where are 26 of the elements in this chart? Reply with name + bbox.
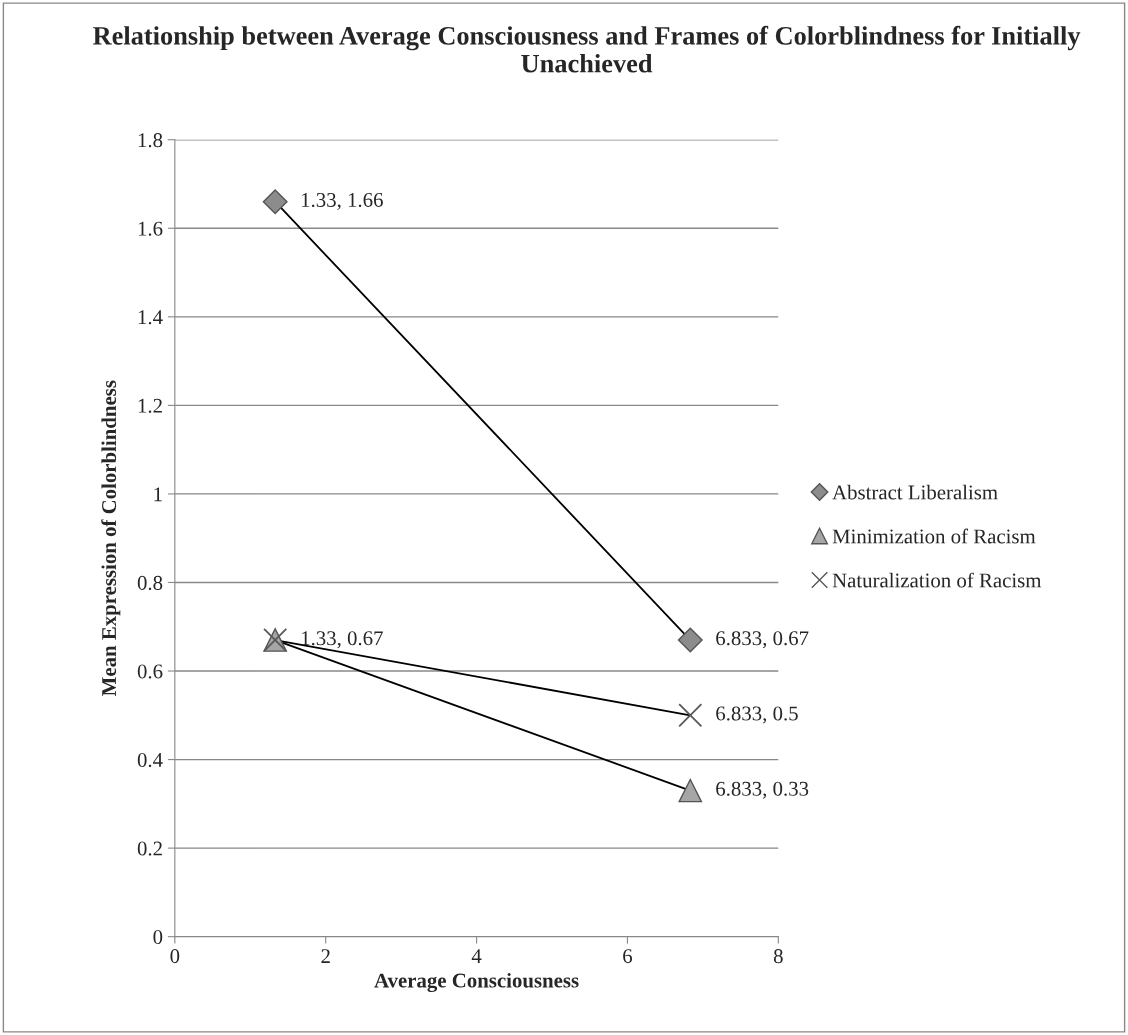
data-label: 1.33, 1.66 <box>302 192 383 210</box>
x-tick-label: 8 <box>773 949 783 964</box>
legend-label: Minimization of Racism <box>832 528 1036 544</box>
y-tick-label: 0.8 <box>137 575 163 590</box>
y-tick-label: 0 <box>153 930 163 945</box>
y-tick-label: 1.8 <box>138 133 163 148</box>
y-tick-label: 0.2 <box>137 841 162 856</box>
y-tick-label: 1.4 <box>138 310 163 325</box>
data-label: 1.33, 0.67 <box>302 631 383 649</box>
y-tick-label: 1.2 <box>138 398 162 413</box>
y-axis-title: Mean Expression of Colorblindness <box>101 380 121 696</box>
legend-label: Abstract Liberalism <box>832 484 998 500</box>
x-tick-label: 6 <box>623 949 633 964</box>
x-axis-title: Average Consciousness <box>374 972 579 992</box>
chart-title: Relationship between Average Consciousness and Frames of Colorblindness for Initially Unachieved <box>93 25 1081 73</box>
y-tick-label: 0.6 <box>137 664 163 679</box>
x-tick-label: 0 <box>170 949 180 964</box>
data-label: 6.833, 0.33 <box>716 781 809 799</box>
data-label: 6.833, 0.5 <box>716 706 798 724</box>
data-label: 6.833, 0.67 <box>716 631 809 649</box>
y-tick-label: 1.6 <box>138 221 163 236</box>
y-tick-label: 1 <box>154 487 162 502</box>
y-tick-label: 0.4 <box>137 752 163 768</box>
legend-label: Naturalization of Racism <box>832 572 1042 588</box>
x-tick-label: 4 <box>471 949 482 963</box>
x-tick-label: 2 <box>321 949 330 963</box>
